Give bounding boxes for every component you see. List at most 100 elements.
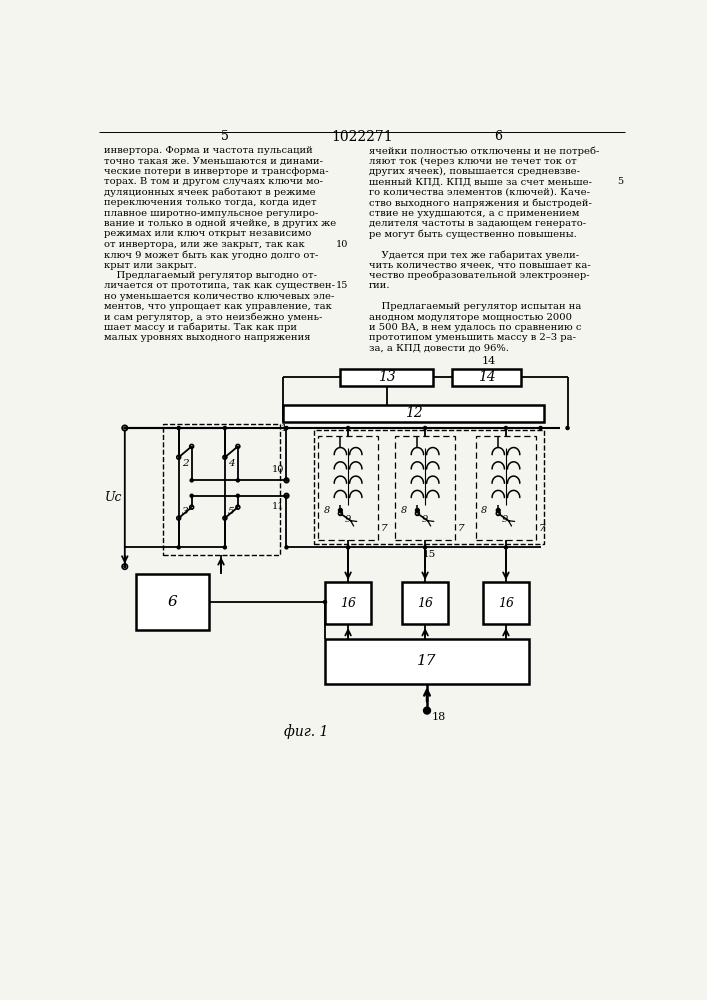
Bar [395, 436, 455, 540]
Text: 9: 9 [421, 515, 428, 524]
Bar [452, 369, 521, 386]
Text: шает массу и габариты. Так как при: шает массу и габариты. Так как при [104, 323, 297, 332]
Text: фиг. 1: фиг. 1 [284, 724, 328, 739]
Text: 18: 18 [432, 712, 446, 722]
Bar [325, 639, 529, 684]
Circle shape [223, 426, 226, 430]
Text: переключения только тогда, когда идет: переключения только тогда, когда идет [104, 198, 317, 207]
Text: 5: 5 [228, 507, 235, 516]
Circle shape [416, 508, 419, 512]
Bar [483, 582, 529, 624]
Circle shape [286, 479, 288, 481]
Text: 1: 1 [281, 424, 288, 433]
Circle shape [423, 546, 426, 549]
Text: но уменьшается количество ключевых эле-: но уменьшается количество ключевых эле- [104, 292, 334, 301]
Text: ство выходного напряжения и быстродей-: ство выходного напряжения и быстродей- [369, 198, 592, 208]
Circle shape [423, 426, 426, 430]
Bar [402, 582, 448, 624]
Text: 1022271: 1022271 [331, 130, 393, 144]
Text: 16: 16 [340, 597, 356, 610]
Text: 15: 15 [422, 550, 436, 559]
Text: Удается при тех же габаритах увели-: Удается при тех же габаритах увели- [369, 250, 579, 260]
Circle shape [423, 707, 431, 714]
Text: 16: 16 [498, 597, 514, 610]
Text: точно такая же. Уменьшаются и динами-: точно такая же. Уменьшаются и динами- [104, 157, 323, 166]
Circle shape [285, 426, 288, 430]
Text: дуляционных ячеек работают в режиме: дуляционных ячеек работают в режиме [104, 188, 315, 197]
Bar [318, 436, 378, 540]
Circle shape [496, 508, 500, 512]
Bar [163, 424, 279, 555]
Circle shape [190, 479, 193, 482]
Text: ляют ток (через ключи не течет ток от: ляют ток (через ключи не течет ток от [369, 157, 577, 166]
Circle shape [504, 546, 508, 549]
Text: за, а КПД довести до 96%.: за, а КПД довести до 96%. [369, 344, 509, 353]
Text: 8: 8 [400, 506, 407, 515]
Text: делителя частоты в задающем генерато-: делителя частоты в задающем генерато- [369, 219, 586, 228]
Circle shape [346, 426, 350, 430]
Circle shape [346, 546, 350, 549]
Text: Предлагаемый регулятор выгодно от-: Предлагаемый регулятор выгодно от- [104, 271, 317, 280]
Circle shape [190, 494, 193, 497]
Text: 14: 14 [482, 356, 496, 366]
Text: и 500 ВА, в нем удалось по сравнению с: и 500 ВА, в нем удалось по сравнению с [369, 323, 581, 332]
Circle shape [236, 479, 240, 482]
Circle shape [504, 426, 508, 430]
Text: 10: 10 [336, 240, 348, 249]
Text: ячейки полностью отключены и не потреб-: ячейки полностью отключены и не потреб- [369, 146, 600, 156]
Text: 4: 4 [228, 459, 235, 468]
Circle shape [223, 546, 226, 549]
Text: плавное широтно-импульсное регулиро-: плавное широтно-импульсное регулиро- [104, 209, 318, 218]
Text: 6: 6 [494, 130, 502, 143]
Text: 13: 13 [378, 370, 395, 384]
Text: гии.: гии. [369, 281, 390, 290]
Text: 17: 17 [417, 654, 437, 668]
Bar [283, 405, 544, 422]
Text: Предлагаемый регулятор испытан на: Предлагаемый регулятор испытан на [369, 302, 581, 311]
Text: 5: 5 [221, 130, 229, 143]
Text: Uс: Uс [105, 491, 122, 504]
Text: ре могут быть существенно повышены.: ре могут быть существенно повышены. [369, 229, 577, 239]
Circle shape [324, 600, 327, 604]
Text: 7: 7 [538, 524, 545, 533]
Text: 5: 5 [618, 177, 624, 186]
Circle shape [177, 546, 180, 549]
Text: 16: 16 [417, 597, 433, 610]
Text: ствие не ухудшаются, а с применением: ствие не ухудшаются, а с применением [369, 209, 579, 218]
Text: 2: 2 [182, 459, 188, 468]
Text: го количества элементов (ключей). Каче-: го количества элементов (ключей). Каче- [369, 188, 590, 197]
Text: инвертора. Форма и частота пульсаций: инвертора. Форма и частота пульсаций [104, 146, 312, 155]
Circle shape [285, 546, 288, 549]
Text: малых уровнях выходного напряжения: малых уровнях выходного напряжения [104, 333, 310, 342]
Text: ключ 9 может быть как угодно долго от-: ключ 9 может быть как угодно долго от- [104, 250, 318, 260]
Circle shape [339, 508, 342, 512]
Text: чить количество ячеек, что повышает ка-: чить количество ячеек, что повышает ка- [369, 261, 590, 270]
Text: 7: 7 [380, 524, 387, 533]
Bar [325, 582, 371, 624]
Bar [340, 369, 433, 386]
Circle shape [124, 427, 126, 429]
Text: 9: 9 [344, 515, 351, 524]
Bar [476, 436, 536, 540]
Circle shape [286, 495, 288, 497]
Text: режимах или ключ открыт независимо: режимах или ключ открыт независимо [104, 229, 311, 238]
Text: 12: 12 [404, 406, 422, 420]
Text: ментов, что упрощает как управление, так: ментов, что упрощает как управление, так [104, 302, 332, 311]
Text: чество преобразовательной электроэнер-: чество преобразовательной электроэнер- [369, 271, 590, 280]
Text: 6: 6 [168, 595, 177, 609]
Text: 8: 8 [481, 506, 488, 515]
Text: 3: 3 [182, 507, 188, 516]
Text: прототипом уменьшить массу в 2–3 ра-: прототипом уменьшить массу в 2–3 ра- [369, 333, 576, 342]
Text: личается от прототипа, так как существен-: личается от прототипа, так как существен… [104, 281, 335, 290]
Text: 9: 9 [502, 515, 508, 524]
Circle shape [539, 426, 542, 430]
Text: 14: 14 [478, 370, 496, 384]
Text: анодном модуляторе мощностью 2000: анодном модуляторе мощностью 2000 [369, 312, 572, 322]
Text: других ячеек), повышается средневзве-: других ячеек), повышается средневзве- [369, 167, 580, 176]
Text: ческие потери в инверторе и трансформа-: ческие потери в инверторе и трансформа- [104, 167, 329, 176]
Text: шенный КПД. КПД выше за счет меньше-: шенный КПД. КПД выше за счет меньше- [369, 177, 592, 186]
Bar [136, 574, 209, 630]
Text: 10: 10 [271, 465, 284, 474]
Circle shape [177, 426, 180, 430]
Text: торах. В том и другом случаях ключи мо-: торах. В том и другом случаях ключи мо- [104, 177, 323, 186]
